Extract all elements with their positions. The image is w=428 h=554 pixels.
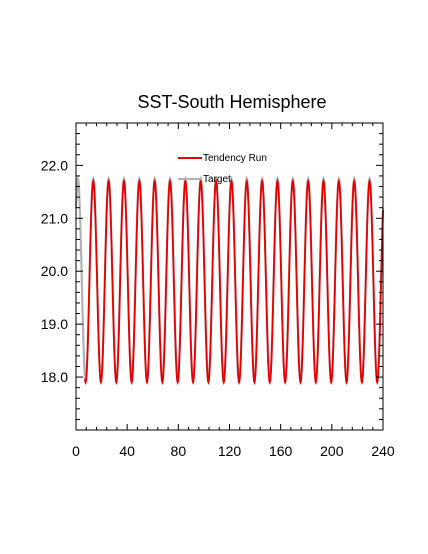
y-axis: 18.0 19.0 20.0 21.0 22.0 bbox=[41, 122, 383, 420]
y-tick-label: 21.0 bbox=[41, 210, 68, 226]
x-tick-label: 40 bbox=[119, 443, 135, 459]
chart-title: SST-South Hemisphere bbox=[137, 92, 326, 112]
plot-lines bbox=[74, 175, 385, 385]
x-tick-label: 120 bbox=[218, 443, 242, 459]
y-tick-label: 22.0 bbox=[41, 157, 68, 173]
series-line-tendency-run bbox=[84, 178, 384, 385]
legend-label-tendency-run: Tendency Run bbox=[203, 153, 267, 164]
legend: Tendency Run Target bbox=[178, 153, 267, 185]
legend-label-target: Target bbox=[203, 174, 231, 185]
x-tick-label: 0 bbox=[72, 443, 80, 459]
x-tick-label: 80 bbox=[171, 443, 187, 459]
y-tick-label: 18.0 bbox=[41, 369, 68, 385]
x-tick-label: 240 bbox=[371, 443, 395, 459]
y-tick-label: 20.0 bbox=[41, 263, 68, 279]
y-tick-label: 19.0 bbox=[41, 316, 68, 332]
x-tick-label: 200 bbox=[320, 443, 344, 459]
x-tick-label: 160 bbox=[269, 443, 293, 459]
x-axis: 0 40 80 120 160 200 240 bbox=[72, 123, 395, 459]
plot-frame bbox=[75, 122, 384, 431]
